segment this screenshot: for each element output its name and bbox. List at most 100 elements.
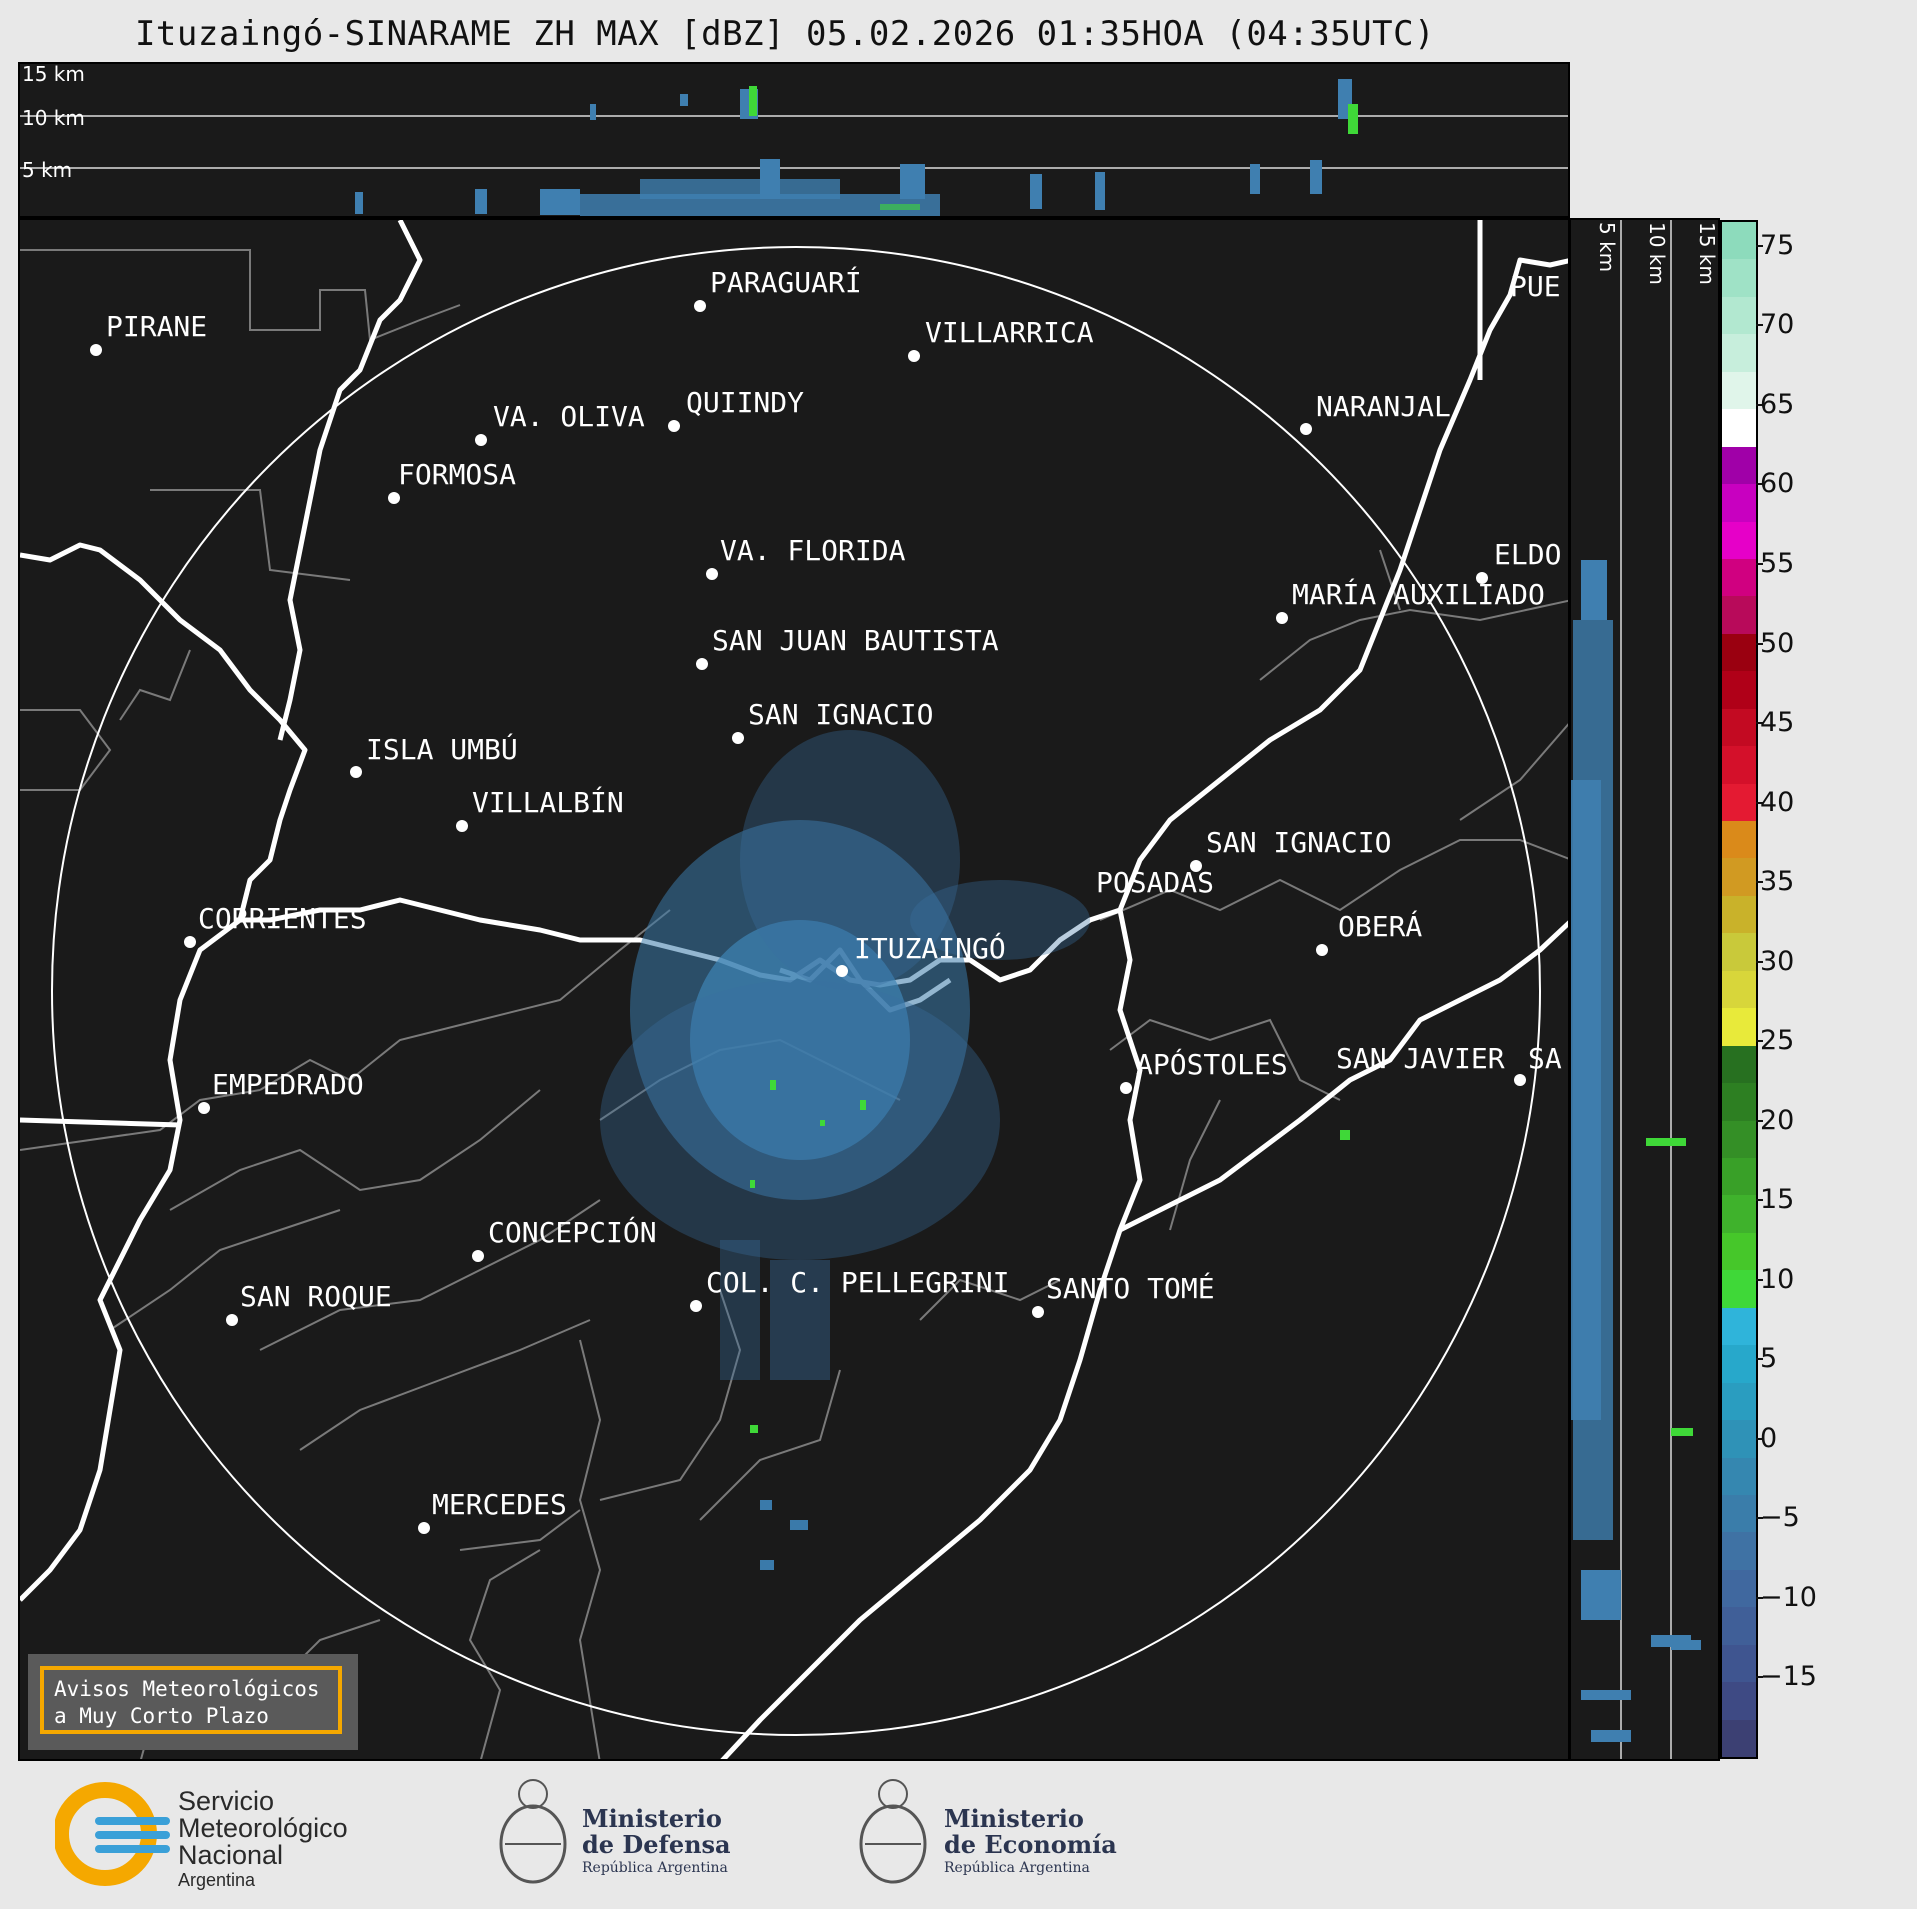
city-label-santo-tome: SANTO TOMÉ bbox=[1046, 1272, 1215, 1305]
city-label-pue: PUE bbox=[1510, 270, 1561, 303]
city-dot bbox=[1316, 944, 1328, 956]
city-label-sa: SA bbox=[1528, 1042, 1562, 1075]
colorbar-segment bbox=[1722, 745, 1756, 784]
city-label-mercedes: MERCEDES bbox=[432, 1488, 567, 1521]
smn-logo-icon bbox=[55, 1782, 170, 1886]
side-label-5km: 5 km bbox=[1595, 222, 1619, 273]
warning-box: Avisos Meteorológicos a Muy Corto Plazo bbox=[28, 1654, 358, 1750]
colorbar-segment bbox=[1722, 670, 1756, 709]
city-label-col-c-pellegrini: COL. C. PELLEGRINI bbox=[706, 1266, 1010, 1299]
colorbar-tick-label: 5 bbox=[1755, 1343, 1778, 1375]
city-dot bbox=[418, 1522, 430, 1534]
colorbar-segment bbox=[1722, 258, 1756, 297]
range-ring bbox=[51, 246, 1541, 1736]
city-label-posadas: POSADAS bbox=[1096, 866, 1215, 899]
colorbar-tick-label: 50 bbox=[1755, 627, 1795, 659]
colorbar-segment bbox=[1722, 707, 1756, 747]
colorbar-tick-label: 0 bbox=[1755, 1422, 1778, 1454]
city-dot bbox=[732, 732, 744, 744]
colorbar-segment bbox=[1722, 1044, 1756, 1084]
city-dot bbox=[1300, 423, 1312, 435]
colorbar-tick-label: 55 bbox=[1755, 547, 1795, 579]
colorbar-segment bbox=[1722, 295, 1756, 335]
radar-site-dot bbox=[836, 965, 848, 977]
colorbar-segment bbox=[1722, 1531, 1756, 1570]
city-dot bbox=[696, 658, 708, 670]
colorbar-segment bbox=[1722, 820, 1756, 859]
warning-line1: Avisos Meteorológicos bbox=[54, 1677, 320, 1701]
colorbar-tick-label: 40 bbox=[1755, 786, 1795, 818]
colorbar-segment bbox=[1722, 1231, 1756, 1271]
colorbar-segment bbox=[1722, 1419, 1756, 1458]
city-label-san-ignacio-py: SAN IGNACIO bbox=[748, 698, 934, 731]
city-label-empedrado: EMPEDRADO bbox=[212, 1068, 364, 1101]
city-label-eldo: ELDO bbox=[1494, 538, 1562, 571]
footer-logos: Servicio Meteorológico Nacional Argentin… bbox=[0, 1762, 1917, 1909]
city-dot bbox=[1514, 1074, 1526, 1086]
colorbar-tick-label: −10 bbox=[1756, 1581, 1817, 1613]
colorbar-tick-label: 10 bbox=[1755, 1263, 1795, 1295]
colorbar-segment bbox=[1722, 1381, 1756, 1421]
city-dot bbox=[694, 300, 706, 312]
colorbar-tick-label: 15 bbox=[1755, 1184, 1795, 1216]
city-dot bbox=[690, 1300, 702, 1312]
colorbar-segment bbox=[1722, 1119, 1756, 1158]
colorbar-segment bbox=[1722, 408, 1756, 447]
colorbar-segment bbox=[1722, 1344, 1756, 1383]
colorbar-tick-label: 65 bbox=[1755, 388, 1795, 420]
top-label-15km: 15 km bbox=[22, 62, 85, 86]
city-label-san-javier: SAN JAVIER bbox=[1336, 1042, 1505, 1075]
city-label-pirane: PIRANE bbox=[106, 310, 208, 343]
colorbar-segment bbox=[1722, 370, 1756, 410]
colorbar-segment bbox=[1722, 595, 1756, 634]
colorbar-segment bbox=[1722, 1718, 1756, 1757]
city-dot bbox=[706, 568, 718, 580]
defensa-line3: República Argentina bbox=[582, 1860, 728, 1876]
defensa-shield-icon bbox=[499, 1779, 567, 1884]
city-label-ituzaingo: ITUZAINGÓ bbox=[854, 932, 1006, 965]
colorbar-tick-label: 35 bbox=[1755, 866, 1795, 898]
colorbar-segment bbox=[1722, 445, 1756, 485]
colorbar-segment bbox=[1722, 1306, 1756, 1346]
top-height-panel: 15 km 10 km 5 km bbox=[18, 62, 1570, 218]
colorbar-tick-label: 30 bbox=[1755, 945, 1795, 977]
colorbar-tick-label: 75 bbox=[1755, 229, 1795, 261]
colorbar-segment bbox=[1722, 782, 1756, 822]
colorbar-segment bbox=[1722, 632, 1756, 672]
colorbar-segment bbox=[1722, 1156, 1756, 1196]
chart-title: Ituzaingó-SINARAME ZH MAX [dBZ] 05.02.20… bbox=[134, 14, 1436, 54]
colorbar-tick-label: −15 bbox=[1756, 1661, 1817, 1693]
smn-line2: Meteorológico bbox=[178, 1813, 348, 1843]
colorbar-segment bbox=[1722, 1643, 1756, 1683]
economia-line1: Ministerio bbox=[944, 1804, 1084, 1833]
city-dot bbox=[456, 820, 468, 832]
city-dot bbox=[90, 344, 102, 356]
colorbar-segment bbox=[1722, 969, 1756, 1009]
city-dot bbox=[668, 420, 680, 432]
city-dot bbox=[475, 434, 487, 446]
colorbar-segment bbox=[1722, 222, 1756, 260]
colorbar-segment bbox=[1722, 1568, 1756, 1608]
smn-line3: Nacional bbox=[178, 1840, 284, 1870]
city-dot bbox=[184, 936, 196, 948]
smn-line1: Servicio bbox=[178, 1786, 275, 1816]
city-label-san-ignacio-ar: SAN IGNACIO bbox=[1206, 826, 1392, 859]
colorbar-segment bbox=[1722, 557, 1756, 597]
city-dot bbox=[1032, 1306, 1044, 1318]
side-height-panel: 5 km 10 km 15 km bbox=[1569, 218, 1720, 1761]
economia-shield-icon bbox=[859, 1779, 927, 1884]
city-label-villarrica: VILLARRICA bbox=[925, 316, 1094, 349]
colorbar-segment bbox=[1722, 1082, 1756, 1121]
city-dot bbox=[198, 1102, 210, 1114]
colorbar-segment bbox=[1722, 857, 1756, 896]
colorbar-segment bbox=[1722, 1007, 1756, 1046]
radar-echoes bbox=[600, 730, 1350, 1570]
city-label-villalbin: VILLALBÍN bbox=[472, 786, 624, 819]
city-dot bbox=[1476, 572, 1488, 584]
city-dot bbox=[1190, 860, 1202, 872]
city-label-va-florida: VA. FLORIDA bbox=[720, 534, 906, 567]
colorbar-segment bbox=[1722, 333, 1756, 372]
city-label-san-roque: SAN ROQUE bbox=[240, 1280, 392, 1313]
rivers-borders bbox=[20, 220, 1568, 1759]
colorbar-segment bbox=[1722, 1681, 1756, 1720]
